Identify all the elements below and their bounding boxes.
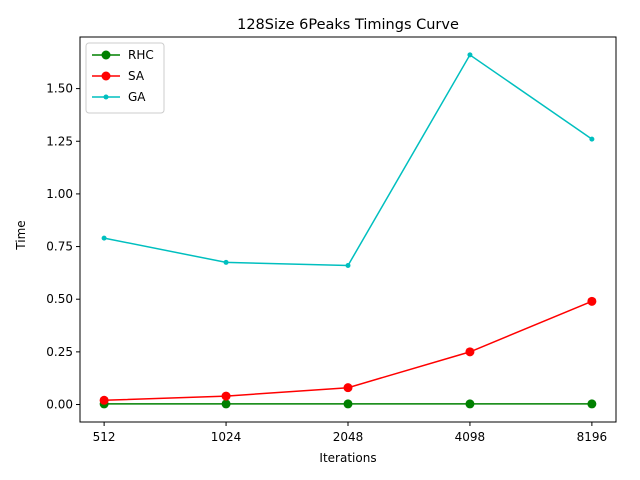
y-tick-label: 0.50 xyxy=(46,292,73,306)
legend: RHC SA GA xyxy=(85,42,165,114)
plot-area: 512 1024 2048 4098 8196 0.00 0.25 0.50 0.75 1.00 1… xyxy=(46,36,617,444)
data-point-rhc xyxy=(343,399,353,409)
data-point-ga xyxy=(467,52,473,58)
y-axis-label: Time xyxy=(14,220,28,250)
data-point-ga xyxy=(223,259,229,265)
legend-label-rhc: RHC xyxy=(128,48,154,62)
y-tick-label: 1.00 xyxy=(46,187,73,201)
y-tick-label: 0.25 xyxy=(46,345,73,359)
legend-marker-rhc xyxy=(101,50,111,60)
legend-marker-sa xyxy=(101,71,111,81)
data-point-ga xyxy=(101,235,107,241)
legend-marker-ga xyxy=(103,94,109,100)
data-point-ga xyxy=(345,263,351,269)
y-tick-label: 0.00 xyxy=(46,398,73,412)
x-tick-label: 512 xyxy=(93,430,116,444)
x-tick-label: 4098 xyxy=(455,430,486,444)
data-point-rhc xyxy=(587,399,597,409)
data-point-rhc xyxy=(221,399,231,409)
data-point-sa xyxy=(221,391,231,401)
x-tick-label: 1024 xyxy=(211,430,242,444)
legend-label-ga: GA xyxy=(128,90,146,104)
chart-title: 128Size 6Peaks Timings Curve xyxy=(237,17,459,33)
x-tick-label: 8196 xyxy=(577,430,608,444)
y-tick-label: 1.50 xyxy=(46,82,73,96)
y-tick-label: 1.25 xyxy=(46,134,73,148)
data-point-ga xyxy=(589,136,595,142)
legend-label-sa: SA xyxy=(128,69,145,83)
x-axis-label: Iterations xyxy=(319,451,376,465)
data-point-rhc xyxy=(465,399,475,409)
data-point-sa xyxy=(465,347,475,357)
data-point-sa xyxy=(99,395,109,405)
data-point-sa xyxy=(587,296,597,306)
x-tick-label: 2048 xyxy=(333,430,364,444)
data-point-sa xyxy=(343,383,353,393)
y-tick-label: 0.75 xyxy=(46,240,73,254)
